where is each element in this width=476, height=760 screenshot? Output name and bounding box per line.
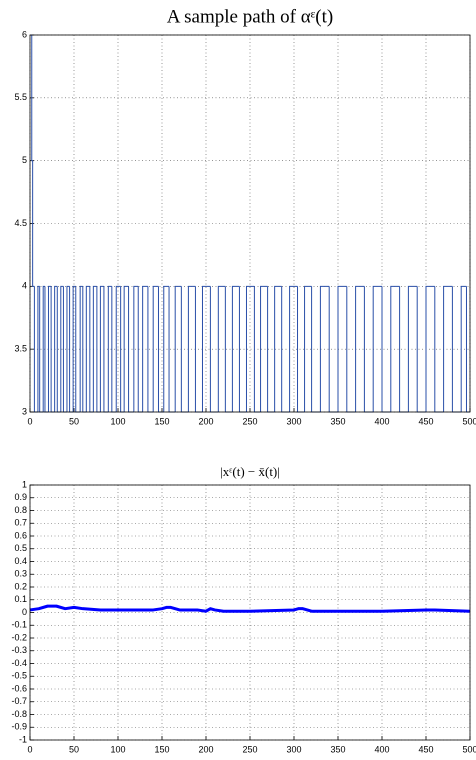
y-tick-label: -0.2 <box>11 632 27 642</box>
x-tick-label: 0 <box>27 416 32 426</box>
step-segment <box>407 285 418 412</box>
step-segment <box>460 285 467 412</box>
step-segment <box>304 285 312 412</box>
step-segment <box>42 285 45 412</box>
y-tick-label: 0.8 <box>14 505 27 515</box>
y-tick-label: -0.6 <box>11 683 27 693</box>
step-segment <box>85 285 90 412</box>
line <box>29 604 471 613</box>
step-segment <box>107 285 112 412</box>
x-tick-label: 100 <box>110 744 125 754</box>
step-segment <box>54 285 58 412</box>
y-tick-label: 4.5 <box>14 218 27 228</box>
y-tick-label: 6 <box>22 29 27 39</box>
y-tick-label: -0.5 <box>11 671 27 681</box>
y-tick-label: 0.3 <box>14 569 27 579</box>
x-tick-label: 250 <box>242 416 257 426</box>
x-tick-label: 450 <box>418 416 433 426</box>
step-segment <box>142 285 148 412</box>
step-segment <box>425 285 435 412</box>
y-tick-label: -0.4 <box>11 658 27 668</box>
y-tick-label: 1 <box>22 479 27 489</box>
y-tick-label: 0.5 <box>14 543 27 553</box>
step-segment <box>123 285 129 412</box>
x-tick-label: 300 <box>286 416 301 426</box>
x-tick-label: 50 <box>69 744 79 754</box>
step-segment <box>337 285 347 412</box>
step-segment <box>372 285 382 412</box>
step-segment <box>174 285 182 412</box>
step-segment <box>163 285 170 412</box>
x-tick-label: 350 <box>330 744 345 754</box>
chart-title: A sample path of αᵋ(t) <box>167 6 334 27</box>
y-tick-label: 3 <box>22 406 27 416</box>
step-segment <box>60 285 64 412</box>
x-tick-label: 300 <box>286 744 301 754</box>
y-tick-label: 0.1 <box>14 594 27 604</box>
step-segment <box>99 285 104 412</box>
x-tick-label: 500 <box>462 744 476 754</box>
x-tick-label: 0 <box>27 744 32 754</box>
x-tick-label: 100 <box>110 416 125 426</box>
y-tick-label: -0.7 <box>11 696 27 706</box>
step-segment <box>152 285 159 412</box>
step-segment <box>443 285 453 412</box>
step-segment <box>201 285 211 412</box>
x-tick-label: 350 <box>330 416 345 426</box>
x-tick-label: 400 <box>374 744 389 754</box>
plot-area <box>30 35 470 412</box>
y-tick-label: 0.2 <box>14 581 27 591</box>
step-segment <box>289 285 298 412</box>
x-tick-label: 500 <box>462 416 476 426</box>
step-segment <box>187 285 196 412</box>
y-tick-label: -0.1 <box>11 620 27 630</box>
step-segment <box>274 285 282 412</box>
step-segment <box>92 285 97 412</box>
x-tick-label: 250 <box>242 744 257 754</box>
y-tick-label: 0.6 <box>14 530 27 540</box>
x-tick-label: 400 <box>374 416 389 426</box>
step-segment <box>79 285 83 412</box>
plot-frame <box>29 484 471 741</box>
x-tick-label: 50 <box>69 416 79 426</box>
y-tick-label: 0.4 <box>14 556 27 566</box>
y-tick-label: -0.3 <box>11 645 27 655</box>
step-segment <box>115 285 121 412</box>
y-tick-label: 3.5 <box>14 344 27 354</box>
x-tick-label: 150 <box>154 416 169 426</box>
y-tick-label: 0.9 <box>14 492 27 502</box>
y-tick-label: -0.9 <box>11 722 27 732</box>
step-segment <box>66 285 70 412</box>
step-segment <box>47 285 52 412</box>
y-tick-label: -1 <box>19 734 27 744</box>
step-segment <box>72 285 76 412</box>
step-segment <box>390 285 400 412</box>
y-tick-label: 4 <box>22 281 27 291</box>
y-tick-label: -0.8 <box>11 709 27 719</box>
y-tick-label: 5.5 <box>14 92 27 102</box>
chart-title: |xᵋ(t) − x̄(t)| <box>220 464 280 479</box>
x-tick-label: 150 <box>154 744 169 754</box>
step-segment <box>260 285 268 412</box>
step-segment <box>217 285 226 412</box>
step-segment <box>37 285 40 412</box>
x-tick-label: 200 <box>198 744 213 754</box>
x-tick-label: 450 <box>418 744 433 754</box>
y-tick-label: 0.7 <box>14 518 27 528</box>
step-segment <box>355 285 365 412</box>
step-segment <box>319 285 330 412</box>
x-tick-label: 200 <box>198 416 213 426</box>
step-segment <box>245 285 255 412</box>
y-tick-label: 5 <box>22 155 27 165</box>
y-tick-label: 0 <box>22 607 27 617</box>
step-segment <box>133 285 139 412</box>
step-segment <box>231 285 240 412</box>
step-segment <box>32 160 35 287</box>
plot-frame <box>29 34 471 413</box>
